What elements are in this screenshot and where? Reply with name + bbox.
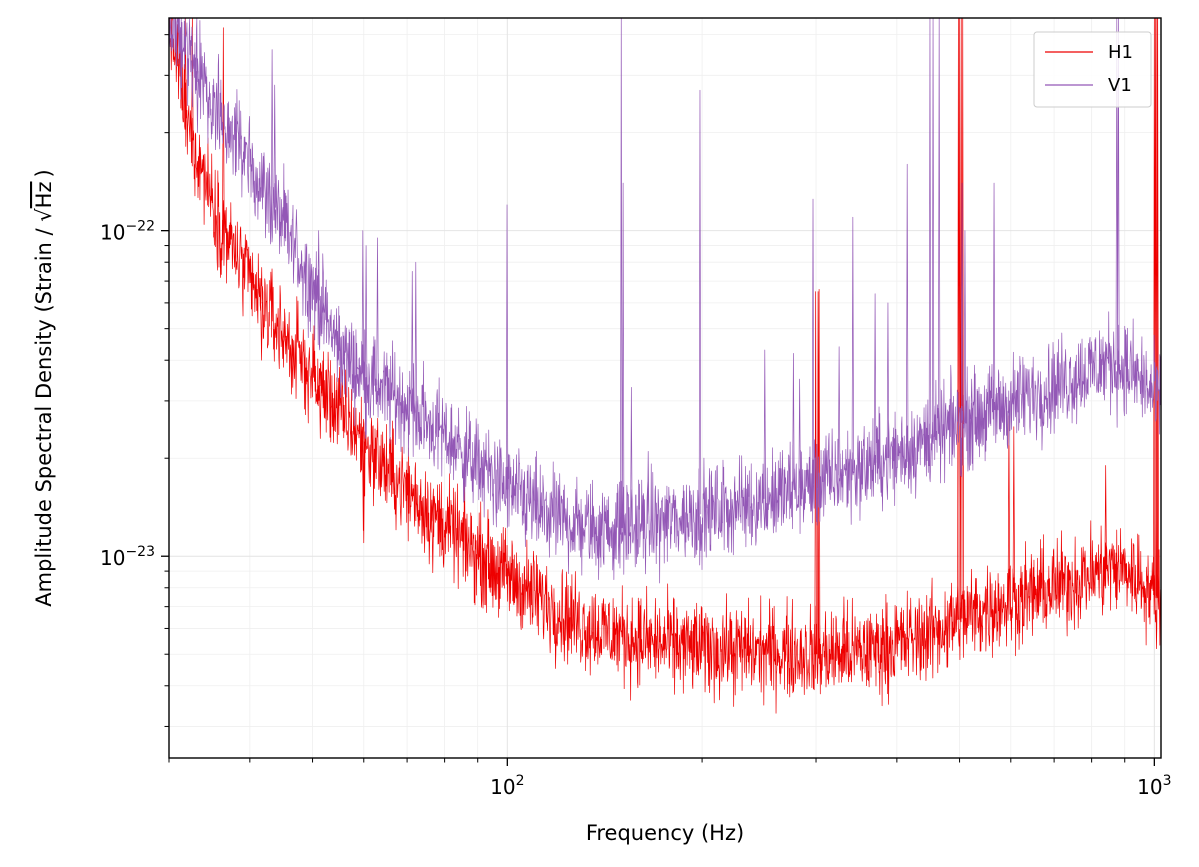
x-tick-label-exponent: 3 (1163, 773, 1172, 789)
y-tick-label-base: 10 (100, 546, 125, 570)
plot-frame (168, 17, 1162, 759)
y-tick-label-exponent: −22 (125, 219, 155, 235)
y-axis-label: Amplitude Spectral Density (Strain / √Hz… (32, 169, 56, 606)
y-tick-label: 10−22 (100, 219, 155, 245)
legend-label-h1: H1 (1108, 42, 1133, 63)
y-axis-label-radical: √ (32, 208, 56, 222)
y-axis-label-suffix: ) (32, 169, 56, 177)
series-line-v1 (169, 18, 1161, 584)
x-tick-label-base: 10 (1137, 775, 1162, 799)
legend-box (1033, 31, 1152, 108)
ticks-layer (161, 34, 1155, 766)
y-axis-label-prefix: Amplitude Spectral Density (Strain / (32, 222, 56, 607)
x-tick-label: 103 (1137, 773, 1171, 799)
x-tick-label: 102 (490, 773, 524, 799)
x-tick-label-exponent: 2 (516, 773, 525, 789)
legend: H1 V1 (1033, 31, 1152, 108)
legend-label-v1: V1 (1108, 75, 1132, 96)
y-axis-label-radicand: Hz (32, 181, 56, 208)
x-axis-label: Frequency (Hz) (586, 821, 744, 845)
y-tick-label-base: 10 (100, 221, 125, 245)
series-layer (169, 18, 1161, 714)
x-tick-label-base: 10 (490, 775, 515, 799)
y-tick-label-exponent: −23 (125, 544, 155, 560)
y-tick-label: 10−23 (100, 544, 155, 570)
